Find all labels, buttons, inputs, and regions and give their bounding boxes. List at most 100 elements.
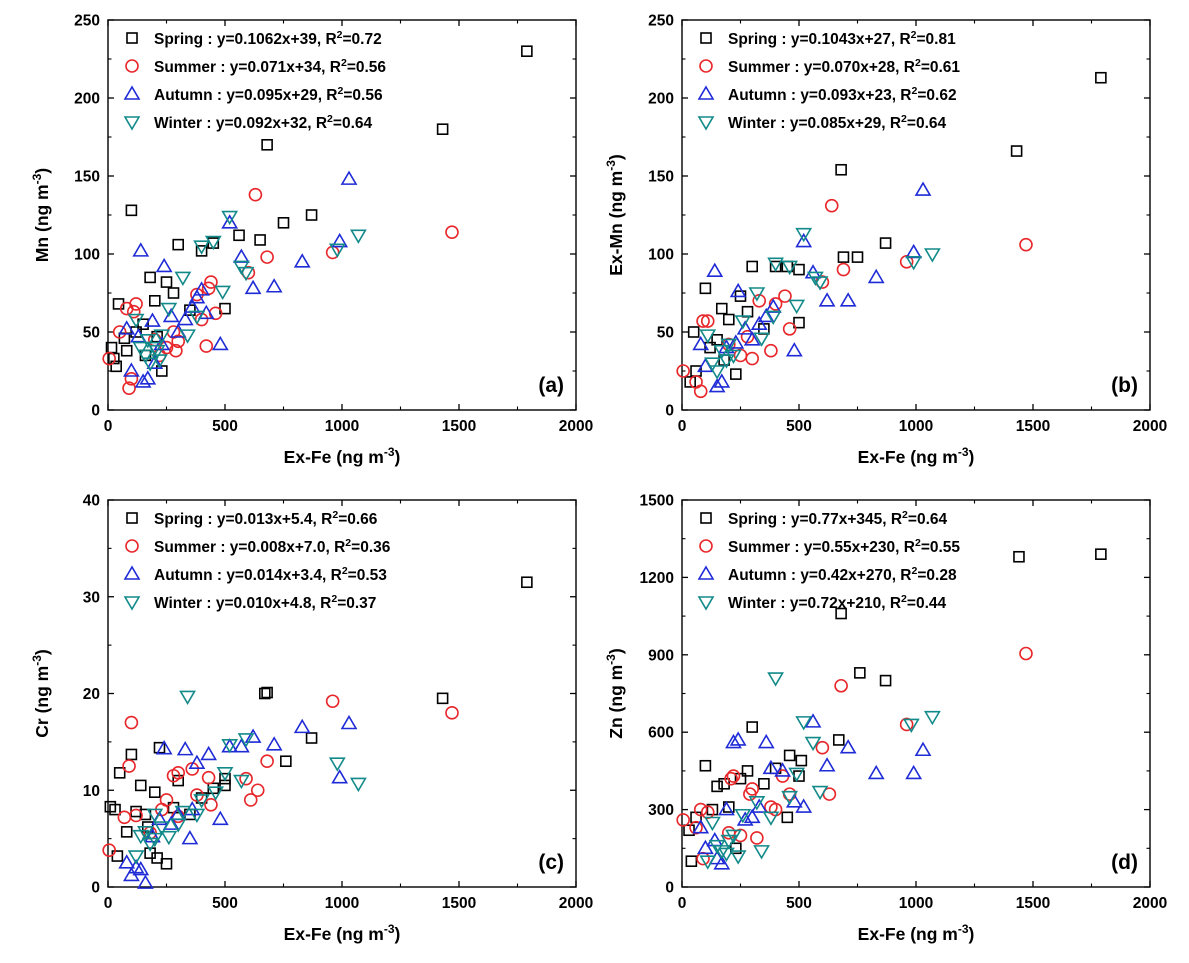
data-point: [727, 334, 745, 349]
data-point: [785, 342, 803, 357]
x-tick-label: 2000: [1133, 418, 1167, 435]
data-point: [718, 847, 735, 863]
data-point: [718, 801, 735, 816]
data-point: [181, 830, 199, 845]
data-point: [159, 340, 174, 355]
data-point: [804, 713, 822, 728]
data-point: [725, 829, 742, 844]
data-point: [704, 816, 721, 832]
data-point: [174, 805, 192, 821]
data-point: [692, 819, 710, 834]
data-point: [693, 802, 708, 817]
panel-label: (d): [1111, 851, 1138, 874]
legend-marker-spring: [126, 512, 138, 524]
legend-entry-autumn: Autumn : y=0.093x+23, R2=0.62: [728, 85, 957, 104]
data-point: [201, 770, 216, 785]
data-point: [722, 313, 735, 326]
data-point: [188, 289, 206, 304]
y-tick-label: 0: [91, 403, 100, 420]
data-point: [757, 307, 775, 323]
data-point: [265, 736, 283, 751]
data-point: [764, 310, 782, 325]
x-tick-label: 500: [212, 418, 238, 435]
data-point: [113, 767, 126, 779]
data-point: [179, 329, 196, 344]
x-tick-label: 2000: [559, 895, 593, 912]
data-point: [836, 262, 851, 277]
x-tick-label: 1500: [442, 895, 476, 912]
x-tick-label: 1000: [899, 418, 933, 435]
chart-panel-4: 0 500 1000 1500 2000 0 300 600 900 1200 1500 Ex-Fe …: [604, 493, 1167, 945]
plot-frame: [681, 499, 1151, 888]
data-point: [700, 314, 715, 328]
data-point: [713, 855, 731, 870]
data-point: [102, 843, 116, 858]
data-point: [1010, 145, 1023, 157]
series-winter: [699, 672, 941, 870]
legend-entry-autumn: Autumn : y=0.42x+270, R2=0.28: [728, 565, 957, 584]
data-point: [706, 831, 724, 847]
data-point: [153, 329, 171, 344]
data-point: [280, 755, 292, 768]
data-point: [153, 821, 171, 836]
data-point: [795, 232, 813, 248]
data-point: [720, 834, 738, 850]
legend-marker-winter: [697, 596, 715, 611]
data-point: [216, 767, 234, 782]
data-point: [149, 786, 161, 798]
data-point: [153, 741, 166, 754]
series-spring: [104, 576, 533, 870]
data-point: [753, 332, 770, 347]
data-point: [200, 745, 218, 761]
data-point: [146, 808, 164, 824]
data-point: [676, 364, 690, 378]
data-point: [767, 257, 784, 272]
data-point: [837, 251, 850, 263]
data-point: [149, 294, 161, 307]
data-point: [746, 721, 759, 733]
data-point: [914, 181, 932, 196]
data-point: [715, 302, 728, 315]
data-point: [811, 276, 829, 291]
data-point: [211, 810, 229, 826]
data-point: [795, 227, 813, 243]
data-point: [146, 354, 164, 370]
x-tick-label: 1000: [325, 895, 359, 912]
legend-entry-autumn: Autumn : y=0.095x+29, R2=0.56: [154, 85, 383, 104]
data-point: [160, 857, 173, 870]
data-point: [748, 796, 766, 811]
series-winter: [127, 210, 367, 372]
data-point: [720, 338, 738, 354]
data-point: [244, 279, 262, 295]
y-tick-label: 100: [648, 247, 674, 264]
data-point: [167, 287, 180, 299]
data-point: [122, 381, 136, 395]
data-point: [835, 607, 847, 620]
chart-panel-2: 0 500 1000 1500 2000 0 50 100 150 200 250 Ex-Fe (ng…: [604, 13, 1167, 468]
y-axis-label: Cr (ng m-3): [30, 649, 52, 737]
y-tick-label: 0: [91, 880, 100, 897]
data-point: [806, 271, 824, 286]
data-point: [188, 754, 206, 769]
legend-entry-summer: Summer : y=0.071x+34, R2=0.56: [154, 57, 386, 76]
data-point: [685, 855, 698, 868]
data-point: [839, 292, 857, 307]
y-tick-label: 1200: [640, 570, 674, 587]
data-point: [172, 774, 184, 787]
data-point: [171, 766, 185, 780]
data-point: [221, 738, 239, 754]
data-point: [699, 329, 717, 344]
data-point: [232, 738, 250, 753]
data-point: [745, 351, 760, 366]
data-point: [204, 797, 218, 812]
data-point: [171, 334, 185, 349]
data-point: [804, 736, 822, 752]
data-point: [132, 242, 150, 257]
data-point: [743, 331, 761, 346]
data-point: [753, 845, 770, 860]
data-point: [741, 765, 754, 777]
data-point: [155, 740, 173, 755]
data-point: [183, 298, 201, 313]
data-point: [305, 732, 318, 744]
